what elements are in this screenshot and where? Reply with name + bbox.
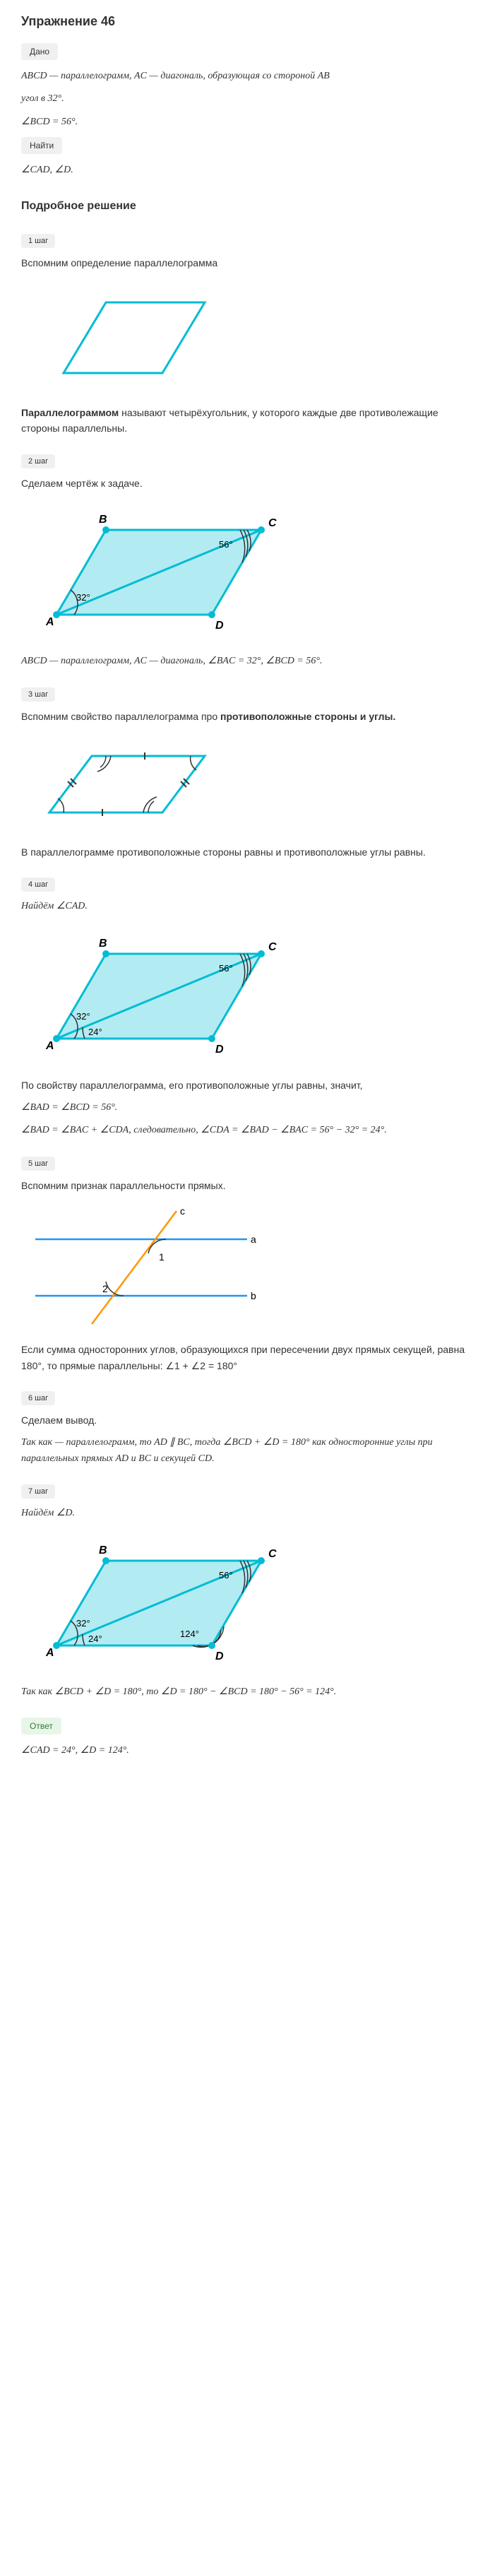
step-1-definition: Параллелограммом называют четырёхугольни…	[21, 405, 469, 437]
diagram-5: a b c 1 2	[21, 1204, 469, 1331]
diagram-2: A B C D 32° 56°	[21, 502, 469, 643]
answer-badge: Ответ	[21, 1718, 61, 1735]
svg-text:24°: 24°	[88, 1633, 102, 1644]
step-6-badge: 6 шаг	[21, 1391, 55, 1405]
step-1-text-plain: Вспомним определение параллелограмма	[21, 257, 217, 268]
step-1-text: Вспомним определение параллелограмма	[21, 255, 469, 271]
svg-text:a: a	[251, 1234, 256, 1245]
step-5-badge: 5 шаг	[21, 1157, 55, 1171]
svg-text:2: 2	[102, 1283, 108, 1294]
given-text-1: ABCD — параллелограмм, AC — диагональ, о…	[21, 69, 469, 84]
step-3-badge: 3 шаг	[21, 687, 55, 702]
step-4-text: Найдём ∠CAD.	[21, 899, 469, 914]
step-7-line: Так как ∠BCD + ∠D = 180°, то ∠D = 180° −…	[21, 1684, 469, 1700]
svg-text:56°: 56°	[219, 963, 233, 974]
step-4-line-1: По свойству параллелограмма, его противо…	[21, 1077, 469, 1093]
svg-text:D: D	[215, 1650, 224, 1662]
step-7-text: Найдём ∠D.	[21, 1506, 469, 1521]
step-2-text: Сделаем чертёж к задаче.	[21, 475, 469, 491]
given-badge: Дано	[21, 43, 58, 60]
svg-text:32°: 32°	[76, 1618, 90, 1629]
svg-text:B: B	[99, 514, 107, 526]
svg-text:D: D	[215, 1044, 224, 1056]
svg-text:A: A	[45, 616, 54, 628]
svg-text:b: b	[251, 1290, 256, 1301]
answer-text: ∠CAD = 24°, ∠D = 124°.	[21, 1743, 469, 1759]
find-text: ∠CAD, ∠D.	[21, 163, 469, 178]
step-4-badge: 4 шаг	[21, 878, 55, 892]
svg-text:C: C	[268, 517, 277, 529]
step-4-line-3: ∠BAD = ∠BAC + ∠CDA, следовательно, ∠CDA …	[21, 1123, 469, 1138]
svg-text:A: A	[45, 1647, 54, 1659]
step-2-line: ABCD — параллелограмм, AC — диагональ, ∠…	[21, 654, 469, 669]
svg-text:B: B	[99, 1544, 107, 1556]
step-3-conclusion: В параллелограмме противоположные сторон…	[21, 844, 469, 860]
svg-text:C: C	[268, 941, 277, 953]
step-6-text: Сделаем вывод.	[21, 1412, 469, 1428]
svg-text:1: 1	[159, 1251, 165, 1263]
step-5-conclusion: Если сумма односторонних углов, образующ…	[21, 1342, 469, 1373]
svg-text:56°: 56°	[219, 539, 233, 550]
step-2-badge: 2 шаг	[21, 454, 55, 468]
step-7-badge: 7 шаг	[21, 1484, 55, 1499]
svg-text:32°: 32°	[76, 1011, 90, 1022]
step3-t1: Вспомним свойство параллелограмма про	[21, 711, 220, 722]
find-badge: Найти	[21, 137, 62, 154]
step-3-text: Вспомним свойство параллелограмма про пр…	[21, 709, 469, 724]
given-text-3: ∠BCD = 56°.	[21, 114, 469, 130]
svg-text:B: B	[99, 938, 107, 950]
svg-text:C: C	[268, 1548, 277, 1560]
svg-text:124°: 124°	[180, 1629, 199, 1639]
svg-text:32°: 32°	[76, 592, 90, 603]
diagram-1	[21, 281, 469, 394]
solution-title: Подробное решение	[21, 200, 469, 213]
svg-text:D: D	[215, 620, 224, 632]
step3-t2: противоположные стороны и углы.	[220, 711, 395, 722]
svg-text:24°: 24°	[88, 1027, 102, 1037]
step-4-line-2: ∠BAD = ∠BCD = 56°.	[21, 1100, 469, 1116]
svg-text:56°: 56°	[219, 1570, 233, 1581]
step-5-text: Вспомним признак параллельности прямых.	[21, 1178, 469, 1193]
step-6-line: Так как — параллелограмм, то AD ∥ BC, то…	[21, 1435, 469, 1467]
diagram-7: A B C D 32° 56° 24° 124°	[21, 1532, 469, 1674]
def-bold: Параллелограммом	[21, 407, 119, 418]
step-1-badge: 1 шаг	[21, 234, 55, 248]
given-text-2: угол в 32°.	[21, 91, 469, 107]
diagram-3	[21, 735, 469, 834]
diagram-4: A B C D 32° 56° 24°	[21, 926, 469, 1067]
svg-text:c: c	[180, 1205, 185, 1217]
page-title: Упражнение 46	[21, 14, 469, 29]
svg-text:A: A	[45, 1040, 54, 1052]
